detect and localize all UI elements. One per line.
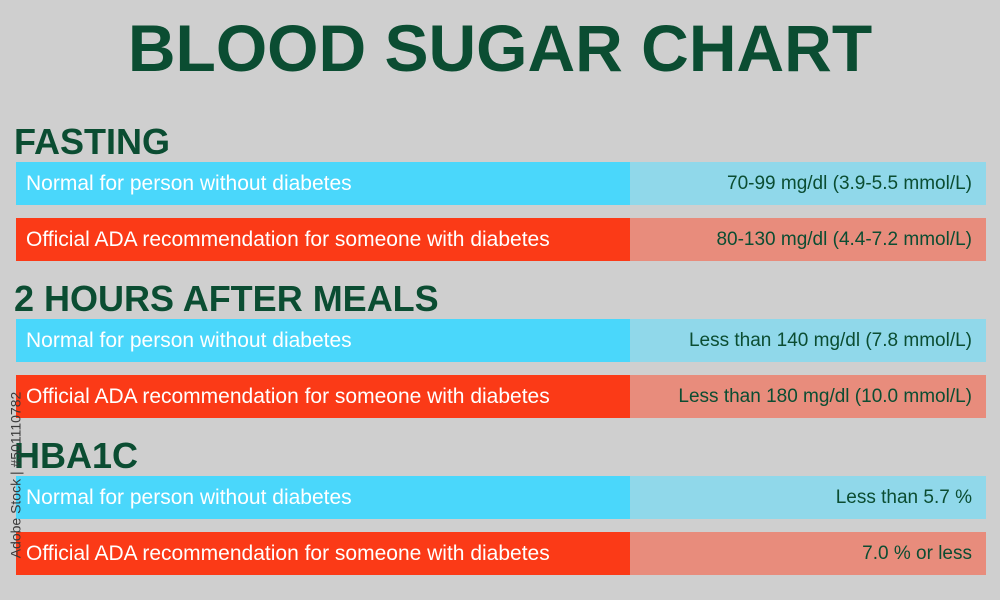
- row-label: Official ADA recommendation for someone …: [16, 218, 630, 261]
- hba1c-normal-row: Normal for person without diabetes Less …: [16, 476, 986, 519]
- row-value: Less than 5.7 %: [630, 476, 986, 519]
- fasting-normal-row: Normal for person without diabetes 70-99…: [16, 162, 986, 205]
- page-title: BLOOD SUGAR CHART: [127, 11, 873, 85]
- section-heading-hba1c: HBA1C: [14, 435, 139, 476]
- row-label: Normal for person without diabetes: [16, 162, 630, 205]
- after-meals-normal-row: Normal for person without diabetes Less …: [16, 319, 986, 362]
- row-value: 7.0 % or less: [630, 532, 986, 575]
- row-label: Normal for person without diabetes: [16, 319, 630, 362]
- fasting-diabetes-row: Official ADA recommendation for someone …: [16, 218, 986, 261]
- after-meals-diabetes-row: Official ADA recommendation for someone …: [16, 375, 986, 418]
- row-label: Official ADA recommendation for someone …: [16, 375, 630, 418]
- hba1c-diabetes-row: Official ADA recommendation for someone …: [16, 532, 986, 575]
- section-heading-fasting: FASTING: [14, 121, 171, 162]
- row-value: Less than 140 mg/dl (7.8 mmol/L): [630, 319, 986, 362]
- row-label: Normal for person without diabetes: [16, 476, 630, 519]
- row-label: Official ADA recommendation for someone …: [16, 532, 630, 575]
- stock-watermark: Adobe Stock | #501110782: [0, 360, 30, 590]
- row-value: Less than 180 mg/dl (10.0 mmol/L): [630, 375, 986, 418]
- section-heading-after-meals: 2 HOURS AFTER MEALS: [14, 278, 439, 319]
- row-value: 80-130 mg/dl (4.4-7.2 mmol/L): [630, 218, 986, 261]
- row-value: 70-99 mg/dl (3.9-5.5 mmol/L): [630, 162, 986, 205]
- watermark-text: Adobe Stock | #501110782: [7, 391, 23, 559]
